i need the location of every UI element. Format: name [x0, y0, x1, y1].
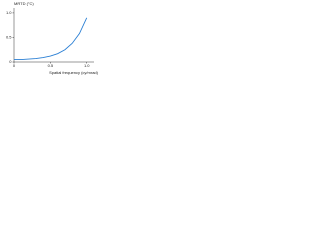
chart: MRTD (°C) Spatial frequency (cy/mrad) 00… [6, 1, 99, 75]
y-tick-label: 0.5 [6, 35, 12, 40]
line-series [14, 17, 88, 60]
x-tick-label: 1.0 [84, 63, 90, 68]
x-tick-label: 0.5 [48, 63, 54, 68]
y-tick-label: 1.0 [6, 10, 12, 15]
y-axis-label: MRTD (°C) [14, 1, 34, 6]
x-tick-label: 0 [13, 63, 16, 68]
x-axis-label: Spatial frequency (cy/mrad) [49, 70, 99, 75]
y-tick-label: 0 [9, 59, 12, 64]
